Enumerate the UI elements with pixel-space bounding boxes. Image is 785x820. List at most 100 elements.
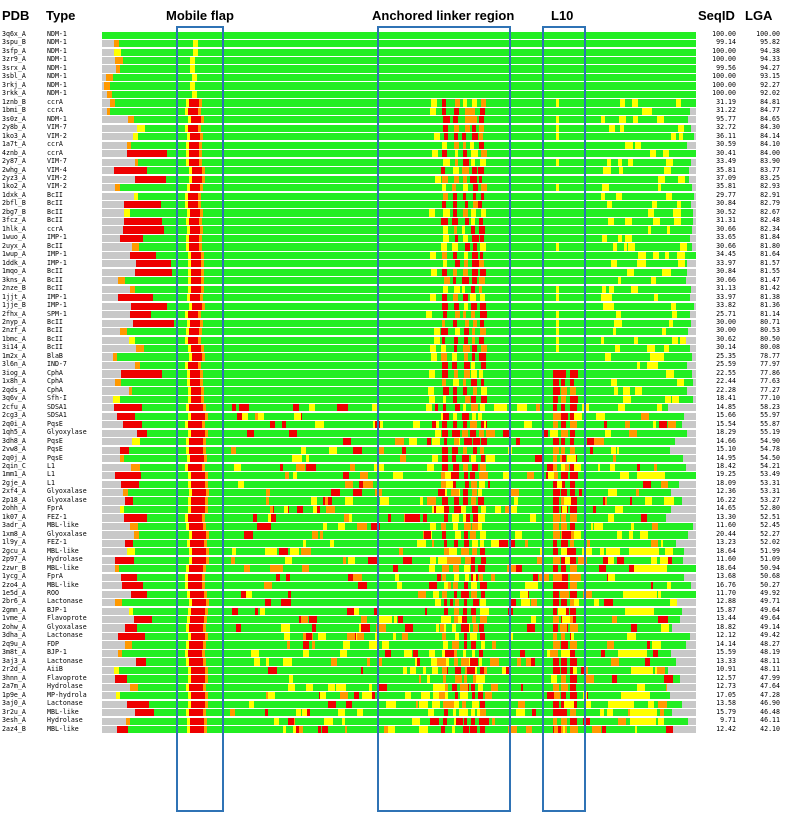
seqid-value: 29.77 [716,190,736,199]
alignment-bar [102,692,696,700]
lga-value: 54.90 [760,436,780,445]
alignment-bar [102,370,696,378]
table-row: 2zwr_B MBL-like 18.64 50.94 [0,564,785,573]
alignment-bar [102,48,696,56]
alignment-bar [102,328,696,336]
protein-type: Lactonase [47,656,83,665]
pdb-id: 1bmi_B [2,106,26,115]
seqid-value: 37.09 [716,173,736,182]
pdb-id: 1k07_A [2,512,26,521]
alignment-bar [102,167,696,175]
alignment-bar [102,141,696,149]
alignment-bar [102,438,696,446]
table-row: 3fcz_A BcII 31.31 82.48 [0,216,785,226]
seqid-value: 30.66 [716,241,736,250]
protein-type: Flavoprote [47,614,87,623]
alignment-bar [102,395,696,403]
table-row: 2az4_B MBL-like 12.42 42.10 [0,725,785,734]
seqid-value: 33.65 [716,233,736,242]
seqid-value: 10.91 [716,665,736,674]
alignment-bar [102,260,696,268]
alignment-bar [102,658,696,666]
pdb-id: 1a7t_A [2,140,26,149]
lga-value: 84.14 [760,131,780,140]
pdb-id: 1dxk_A [2,190,26,199]
protein-type: IMP-1 [47,258,67,267]
region-label-anchored-linker: Anchored linker region [372,8,515,23]
seqid-value: 18.42 [716,461,736,470]
lga-value: 53.27 [760,495,780,504]
pdb-id: 3sbl_A [2,72,26,81]
lga-value: 47.99 [760,673,780,682]
seqid-value: 13.58 [716,699,736,708]
alignment-bar [102,675,696,683]
lga-value: 52.51 [760,512,780,521]
table-row: 2y87_A VIM-7 33.49 83.90 [0,157,785,166]
seqid-value: 33.82 [716,301,736,310]
seqid-value: 30.84 [716,199,736,208]
pdb-id: 2y87_A [2,157,26,166]
seqid-value: 15.59 [716,648,736,657]
protein-type: SDSA1 [47,402,67,411]
lga-value: 81.57 [760,258,780,267]
table-row: 1a7t_A ccrA 30.59 84.10 [0,140,785,149]
seqid-value: 36.11 [716,131,736,140]
table-row: 2xf4_A Glyoxalase 12.36 53.31 [0,487,785,497]
seqid-value: 18.29 [716,428,736,437]
pdb-id: 2bg7_B [2,207,26,216]
protein-type: ccrA [47,148,63,157]
seqid-value: 14.95 [716,453,736,462]
protein-type: IMP-1 [47,233,67,242]
seqid-value: 31.13 [716,284,736,293]
table-row: 3rkk_A NDM-1 100.00 92.02 [0,89,785,99]
seqid-value: 15.54 [716,419,736,428]
seqid-value: 100.00 [712,80,736,89]
lga-value: 47.28 [760,690,780,699]
table-row: 1qh5_A Glyoxylase 18.29 55.19 [0,428,785,437]
protein-type: BcII [47,334,63,343]
seqid-value: 100.00 [712,55,736,64]
lga-value: 82.34 [760,224,780,233]
pdb-id: 2fhx_A [2,309,26,318]
pdb-id: 2p18_A [2,495,26,504]
protein-type: Lactonase [47,631,83,640]
table-row: 2gje_A L1 18.09 53.31 [0,478,785,488]
lga-value: 51.09 [760,555,780,564]
seqid-value: 25.35 [716,351,736,360]
lga-value: 81.84 [760,233,780,242]
protein-type: BcII [47,199,63,208]
pdb-id: 3sfp_A [2,46,26,55]
pdb-id: 1ycg_A [2,572,26,581]
seqid-value: 9.71 [720,716,736,725]
lga-value: 83.90 [760,157,780,166]
protein-type: IMP-1 [47,292,67,301]
pdb-id: 2nzf_A [2,326,26,335]
region-box-mobile-flap [176,26,224,812]
alignment-bar [102,124,696,132]
table-row: 3iog_A CphA 22.55 77.86 [0,369,785,378]
pdb-id: 1ko2_A [2,182,26,191]
lga-value: 80.53 [760,326,780,335]
protein-type: SDSA1 [47,411,67,420]
protein-type: BcII [47,207,63,216]
alignment-bar [102,158,696,166]
seqid-value: 18.09 [716,478,736,487]
table-row: 3dh8_A PqsE 14.66 54.90 [0,436,785,446]
alignment-bar [102,387,696,395]
table-row: 1ko3_A VIM-2 36.11 84.14 [0,131,785,141]
table-row: 2nzf_A BcII 30.00 80.53 [0,326,785,336]
pdb-id: 2y8b_A [2,123,26,132]
protein-type: NDM-1 [47,38,67,47]
lga-value: 93.15 [760,72,780,81]
table-row: 1ko2_A VIM-2 35.81 82.93 [0,182,785,192]
lga-value: 81.47 [760,275,780,284]
protein-type: L1 [47,461,55,470]
alignment-bar [102,243,696,251]
lga-value: 49.14 [760,622,780,631]
seqid-value: 33.49 [716,157,736,166]
table-row: 2q0j_A PqsE 14.95 54.50 [0,453,785,463]
seqid-value: 30.59 [716,140,736,149]
alignment-bar [102,209,696,217]
alignment-bar [102,90,696,99]
seqid-value: 35.81 [716,182,736,191]
